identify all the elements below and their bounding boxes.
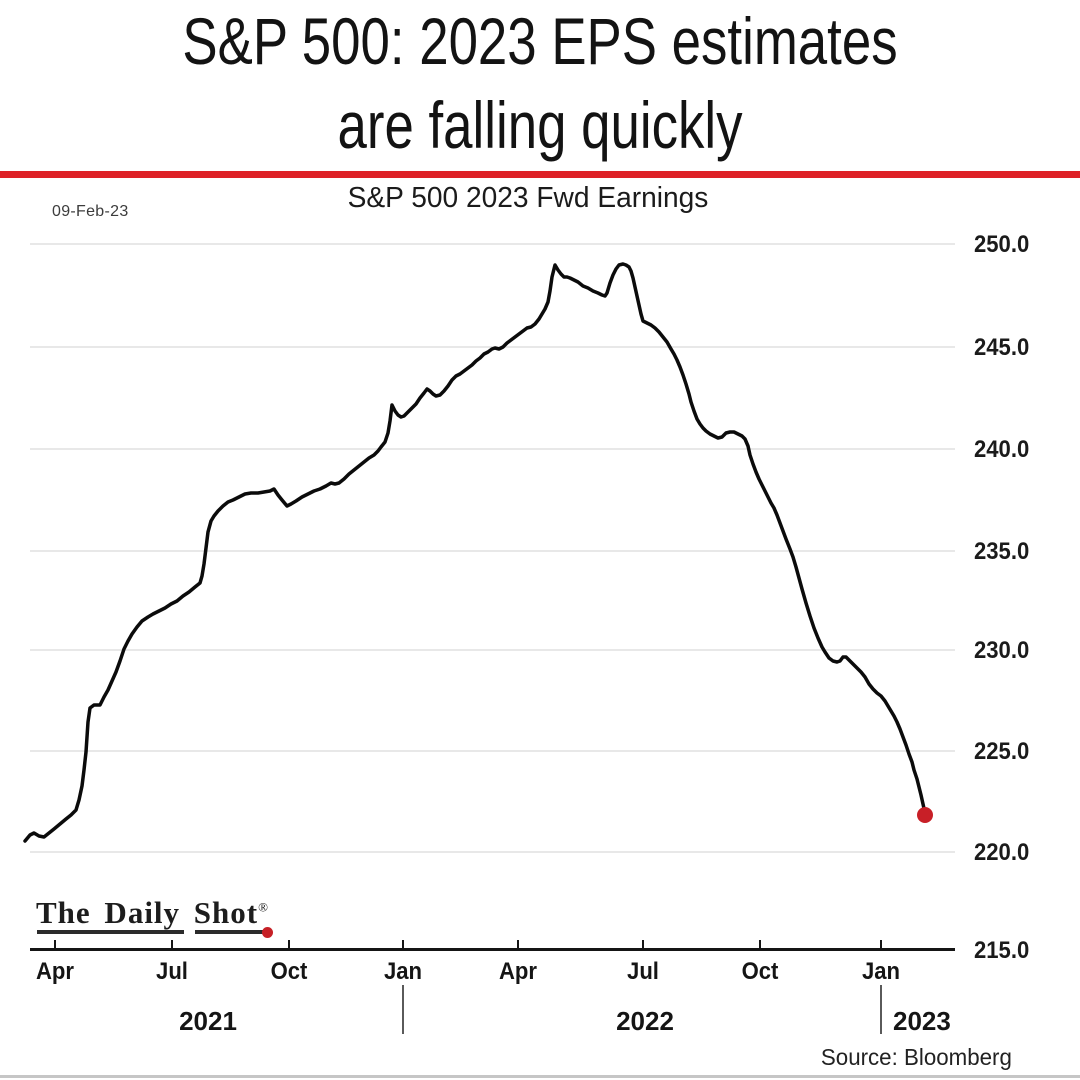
x-axis-tick: [402, 940, 404, 949]
gridline: [30, 851, 955, 853]
y-axis-label: 225.0: [974, 738, 1030, 765]
x-axis-month-label: Jan: [383, 958, 423, 985]
gridline: [30, 550, 955, 552]
gridline: [30, 750, 955, 752]
source-attribution: Source: Bloomberg: [821, 1044, 1012, 1070]
daily-shot-logo-text: The Daily Shot: [36, 895, 259, 930]
y-axis-label: 240.0: [974, 436, 1030, 463]
x-axis-month-label: Jul: [156, 958, 188, 985]
daily-shot-logo: The Daily Shot®: [36, 895, 269, 931]
y-axis-label: 245.0: [974, 334, 1030, 361]
year-label: 2021: [179, 1006, 237, 1036]
y-axis-label: 230.0: [974, 637, 1030, 664]
logo-underline-segment: [195, 930, 267, 934]
headline-line-1: S&P 500: 2023 EPS estimates: [182, 4, 898, 78]
x-axis-month-label: Jan: [861, 958, 901, 985]
logo-red-dot: [262, 927, 273, 938]
y-axis-label: 235.0: [974, 538, 1030, 565]
year-label: 2022: [616, 1006, 674, 1036]
headline-line-2: are falling quickly: [337, 88, 743, 162]
x-axis-line: [30, 948, 955, 951]
x-axis-month-label: Jul: [627, 958, 659, 985]
x-axis-month-label: Oct: [270, 958, 308, 985]
x-axis-tick: [880, 940, 882, 949]
x-axis-tick: [517, 940, 519, 949]
x-axis-tick: [759, 940, 761, 949]
date-stamp: 09-Feb-23: [52, 203, 129, 220]
chart-title: S&P 500 2023 Fwd Earnings: [347, 182, 709, 214]
logo-underline-segment: [37, 930, 184, 934]
year-divider-line: [402, 985, 404, 1034]
year-divider-line: [880, 985, 882, 1034]
year-label: 2023: [893, 1006, 951, 1036]
gridline: [30, 649, 955, 651]
x-axis-tick: [642, 940, 644, 949]
x-axis-month-label: Apr: [498, 958, 538, 985]
red-divider-rule: [0, 171, 1080, 178]
gridline: [30, 346, 955, 348]
x-axis-month-label: Oct: [741, 958, 779, 985]
x-axis-tick: [54, 940, 56, 949]
x-axis-month-label: Apr: [35, 958, 75, 985]
gridline: [30, 448, 955, 450]
registered-trademark-mark: ®: [258, 899, 269, 915]
plot-area: [0, 230, 1080, 990]
bottom-border-line: [0, 1075, 1080, 1078]
gridline: [30, 243, 955, 245]
y-axis-label: 220.0: [974, 839, 1030, 866]
y-axis-label: 215.0: [974, 937, 1030, 964]
x-axis-tick: [288, 940, 290, 949]
y-axis-label: 250.0: [974, 231, 1030, 258]
x-axis-tick: [171, 940, 173, 949]
